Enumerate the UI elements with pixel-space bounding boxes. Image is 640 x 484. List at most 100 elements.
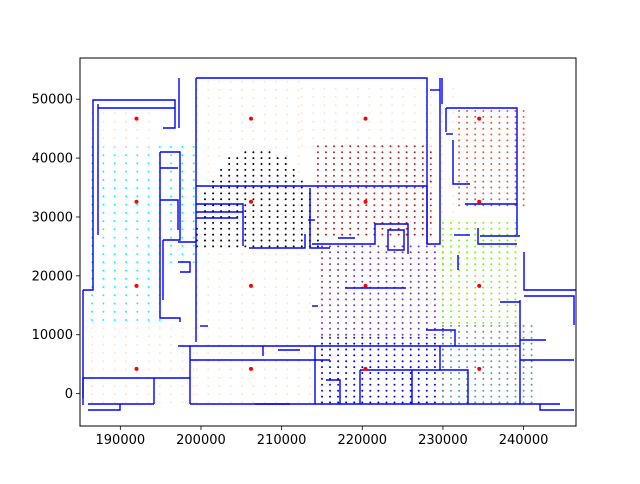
zone-point xyxy=(490,192,493,195)
zone-point xyxy=(522,127,525,130)
zone-point xyxy=(300,233,303,236)
zone-point xyxy=(405,151,408,154)
zone-point xyxy=(409,304,412,307)
zone-point xyxy=(490,251,493,254)
zone-point xyxy=(113,343,116,346)
zone-point xyxy=(377,395,380,398)
zone-point xyxy=(397,233,400,236)
zone-point xyxy=(325,227,327,230)
zone-point xyxy=(385,348,388,351)
zone-point xyxy=(421,221,424,224)
zone-point xyxy=(425,298,428,301)
zone-point xyxy=(286,163,289,165)
zone-point xyxy=(349,145,352,148)
zone-point xyxy=(429,269,432,271)
zone-point xyxy=(450,274,452,277)
zone-point xyxy=(147,352,150,354)
zone-point xyxy=(345,348,348,351)
zone-point xyxy=(421,186,424,189)
zone-point xyxy=(490,110,493,112)
zone-point xyxy=(514,251,517,254)
zone-point xyxy=(308,385,311,387)
zone-point xyxy=(260,216,263,218)
zone-point xyxy=(441,153,444,156)
zone-point xyxy=(429,120,432,123)
zone-point xyxy=(252,221,255,224)
zone-point xyxy=(228,174,231,177)
zone-point xyxy=(252,192,255,195)
zone-point xyxy=(337,360,340,363)
zone-point xyxy=(369,383,372,386)
zone-point xyxy=(514,348,517,351)
zone-point xyxy=(292,227,295,230)
zone-point xyxy=(490,372,493,374)
zone-point xyxy=(429,170,432,172)
zone-point xyxy=(381,157,384,160)
zone-point xyxy=(102,187,105,190)
zone-point xyxy=(323,87,326,90)
zone-point xyxy=(490,360,493,363)
zone-point xyxy=(323,128,326,131)
zone-point xyxy=(192,170,195,173)
wall-segment xyxy=(360,369,469,404)
zone-point xyxy=(268,192,271,195)
zone-point xyxy=(498,366,501,369)
zone-point xyxy=(125,112,127,115)
zone-point xyxy=(218,88,221,91)
zone-point xyxy=(218,105,221,108)
zone-series-6 xyxy=(300,87,427,148)
zone-point xyxy=(417,251,420,254)
zone-point xyxy=(498,401,501,404)
zone-point xyxy=(365,145,368,148)
zone-point xyxy=(297,163,300,165)
zone-point xyxy=(195,368,198,371)
zone-point xyxy=(147,253,150,256)
zone-point xyxy=(334,95,337,98)
zone-point xyxy=(349,210,352,213)
zone-point xyxy=(522,139,525,142)
zone-point xyxy=(474,342,477,345)
zone-point xyxy=(286,310,289,313)
zone-point xyxy=(147,335,150,338)
zone-point xyxy=(297,294,300,297)
zone-point xyxy=(297,310,300,313)
zone-point xyxy=(334,128,337,131)
zone-point xyxy=(102,253,105,256)
zone-point xyxy=(425,251,428,254)
zone-point xyxy=(252,245,255,248)
zone-point xyxy=(421,168,424,171)
zone-point xyxy=(466,310,469,313)
zone-point xyxy=(417,383,420,386)
zone-point xyxy=(292,192,295,195)
zone-point xyxy=(275,286,277,288)
zone-point xyxy=(181,352,184,354)
zone-point xyxy=(286,401,289,404)
zone-point xyxy=(275,121,277,124)
zone-point xyxy=(241,327,244,330)
zone-point xyxy=(349,204,352,207)
zone-point xyxy=(381,192,384,195)
zone-point xyxy=(91,393,94,396)
zone-point xyxy=(102,310,105,313)
zone-point xyxy=(522,383,525,386)
zone-point xyxy=(170,261,173,264)
zone-point xyxy=(413,157,416,160)
zone-point xyxy=(300,120,303,123)
zone-point xyxy=(369,336,372,339)
center-point xyxy=(477,283,482,288)
zone-point xyxy=(329,342,331,345)
zone-point xyxy=(458,292,461,295)
zone-point xyxy=(192,236,195,239)
zone-point xyxy=(506,245,509,248)
zone-point xyxy=(474,257,477,260)
zone-point xyxy=(361,395,364,398)
zone-point xyxy=(441,239,444,242)
zone-point xyxy=(113,236,116,239)
zone-point xyxy=(369,354,372,357)
zone-point xyxy=(192,211,195,214)
zone-point xyxy=(458,372,461,374)
zone-point xyxy=(181,236,184,239)
zone-point xyxy=(482,145,485,148)
zone-point xyxy=(361,342,364,345)
zone-point xyxy=(252,186,255,189)
